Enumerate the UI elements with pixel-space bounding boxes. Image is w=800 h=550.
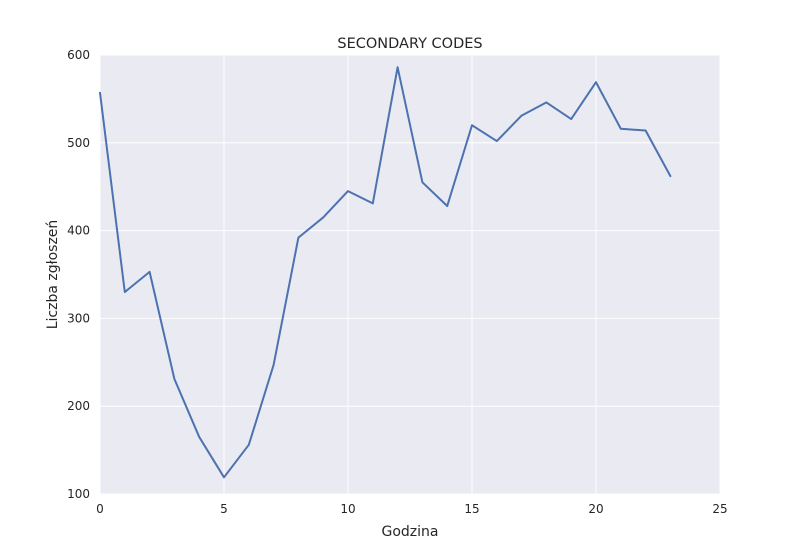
x-axis-label: Godzina (382, 524, 439, 540)
x-tick-label-3: 15 (464, 502, 479, 516)
series-line-0 (99, 66, 672, 479)
y-tick-label-3: 400 (67, 224, 90, 238)
y-tick-label-1: 200 (67, 399, 90, 413)
y-axis-label: Liczba zgłoszeń (45, 220, 61, 330)
y-tick-label-5: 600 (67, 48, 90, 62)
x-tick-label-5: 25 (712, 502, 727, 516)
grid (99, 54, 721, 495)
y-tick-label-0: 100 (67, 487, 90, 501)
y-tick-label-4: 500 (67, 136, 90, 150)
chart-title: SECONDARY CODES (337, 36, 482, 52)
tick-labels: 0 5 10 15 20 25 100 200 300 400 500 600 (67, 48, 728, 516)
x-tick-label-0: 0 (96, 502, 104, 516)
x-tick-label-2: 10 (340, 502, 355, 516)
x-tick-label-4: 20 (588, 502, 603, 516)
series-layer (99, 66, 672, 479)
x-tick-label-1: 5 (220, 502, 228, 516)
y-tick-label-2: 300 (67, 311, 90, 325)
